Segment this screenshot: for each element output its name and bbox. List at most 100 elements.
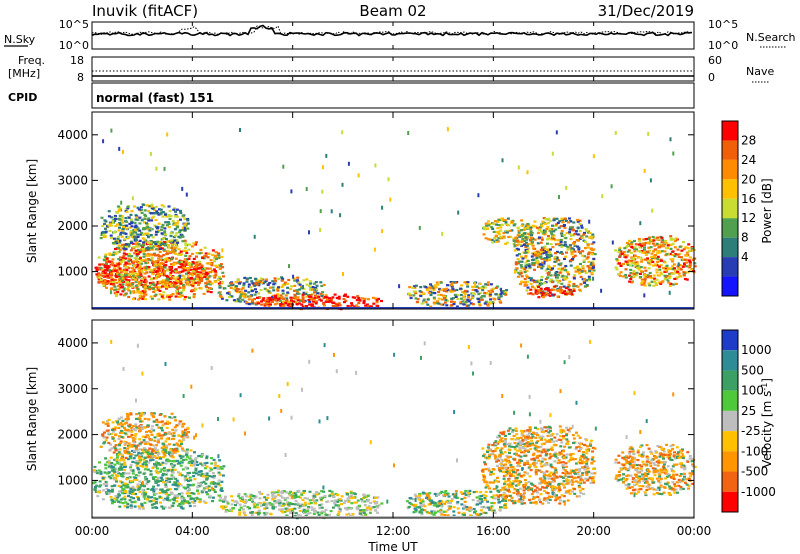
velocity-cell	[362, 511, 366, 514]
power-cell	[183, 229, 187, 232]
power-cell	[446, 299, 449, 302]
power-cell	[221, 248, 224, 253]
power-cell	[559, 262, 563, 265]
power-cell	[683, 277, 687, 281]
power-cell	[452, 302, 456, 306]
power-cell	[679, 268, 683, 271]
velocity-cell	[263, 507, 267, 510]
velocity-cell	[130, 501, 134, 504]
velocity-cell	[328, 489, 332, 492]
power-cell	[277, 297, 281, 300]
velocity-cell	[111, 500, 115, 503]
power-cell	[243, 296, 247, 299]
velocity-cell	[239, 506, 243, 509]
power-cell	[592, 276, 595, 281]
power-cell	[232, 299, 236, 302]
velocity-cell	[160, 420, 164, 423]
velocity-cell	[256, 511, 260, 515]
power-cell	[179, 292, 183, 295]
power-cell	[647, 237, 651, 240]
power-cell	[149, 240, 153, 243]
power-cell	[145, 222, 148, 225]
power-cell	[640, 282, 644, 285]
power-cell	[590, 268, 594, 271]
velocity-cell	[347, 506, 351, 509]
power-cell	[589, 248, 593, 251]
power-cell	[157, 267, 161, 270]
power-cell	[411, 286, 415, 289]
power-cell	[638, 246, 642, 249]
power-cell	[144, 285, 147, 288]
velocity-cell	[193, 478, 197, 481]
power-cell	[691, 258, 695, 262]
power-cell	[487, 220, 490, 223]
power-cell	[673, 255, 677, 258]
power-cell	[658, 281, 662, 284]
power-cell	[240, 288, 244, 291]
power-cell	[181, 240, 185, 243]
power-cell	[660, 250, 664, 253]
power-cell	[129, 213, 133, 216]
power-cell	[492, 222, 496, 225]
velocity-cell	[202, 487, 206, 490]
power-cell	[220, 280, 224, 284]
velocity-cell	[132, 439, 136, 442]
power-cell	[99, 266, 103, 270]
power-cell	[154, 293, 158, 296]
power-cell	[129, 234, 133, 237]
power-cell	[337, 295, 341, 298]
velocity-cell	[336, 494, 340, 497]
velocity-cell	[265, 503, 269, 507]
power-cell	[546, 267, 550, 270]
power-cell	[246, 277, 250, 280]
velocity-cell	[134, 423, 138, 426]
power-cell	[160, 271, 164, 274]
velocity-cell	[133, 434, 137, 437]
power-cell	[651, 242, 655, 245]
velocity-cell	[208, 469, 212, 472]
velocity-cell	[173, 499, 176, 502]
power-cell	[146, 236, 150, 239]
velocity-cell	[189, 484, 193, 487]
velocity-cell	[142, 472, 146, 475]
velocity-cell	[150, 455, 154, 458]
velocity-cell	[130, 429, 134, 432]
power-cell	[97, 278, 101, 281]
velocity-cell	[139, 420, 143, 423]
power-cell	[162, 271, 166, 275]
velocity-cell	[205, 465, 209, 468]
power-cell	[533, 225, 537, 228]
power-cell	[183, 239, 187, 242]
velocity-cell	[166, 477, 170, 480]
power-cell	[161, 223, 165, 226]
power-cell	[133, 221, 137, 224]
power-cell	[565, 219, 568, 222]
power-cell	[271, 294, 275, 297]
power-cell	[160, 228, 163, 231]
power-cell	[452, 289, 456, 292]
power-cell	[240, 291, 244, 294]
power-cell	[165, 274, 169, 277]
velocity-cell	[165, 481, 169, 484]
power-cell	[514, 269, 516, 274]
power-cell	[122, 259, 126, 262]
power-cell	[196, 274, 200, 277]
velocity-cell	[186, 483, 190, 486]
power-cell	[220, 297, 224, 300]
power-cell	[218, 267, 222, 270]
power-cell	[97, 266, 101, 269]
velocity-cell	[444, 490, 448, 493]
velocity-cell	[351, 513, 355, 516]
power-cell	[205, 262, 209, 265]
power-cell	[465, 304, 469, 307]
velocity-cell	[331, 492, 334, 496]
velocity-cell	[283, 490, 287, 493]
power-cell	[289, 301, 293, 304]
power-cell	[525, 244, 529, 247]
power-ylabel: Slant Range [km]	[25, 159, 39, 263]
power-cell	[526, 247, 530, 250]
power-cell	[532, 247, 535, 250]
power-cell	[579, 275, 583, 278]
velocity-cell	[250, 494, 254, 497]
velocity-cell	[353, 493, 357, 496]
